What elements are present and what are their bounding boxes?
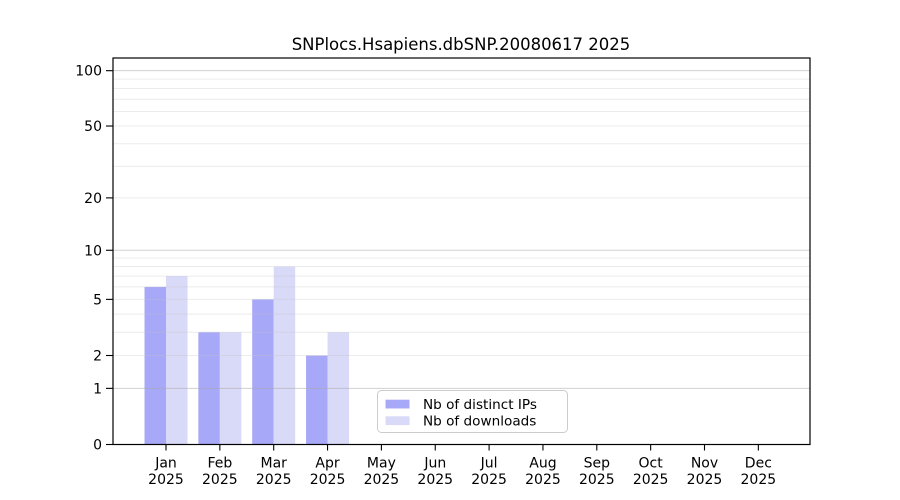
y-tick-label-20: 20 [84,191,102,207]
x-tick-label-year-may: 2025 [364,472,400,488]
x-tick-label-month-mar: Mar [260,456,287,472]
legend-swatch-distinct-ips [385,399,410,409]
bar-distinct-ips-jan [144,286,166,445]
plot-border [112,57,811,446]
x-tick-label-year-jan: 2025 [148,472,184,488]
x-tick-label-month-nov: Nov [691,456,718,472]
bar-distinct-ips-apr [306,355,328,445]
axes-layer [106,57,811,451]
y-tick-label-0: 0 [93,438,102,454]
x-tick-label-month-jun: Jun [423,456,446,472]
x-tick-label-year-dec: 2025 [741,472,777,488]
bars-layer [144,266,350,445]
x-tick-label-month-feb: Feb [207,456,232,472]
x-tick-label-year-nov: 2025 [687,472,723,488]
x-tick-label-month-dec: Dec [745,456,772,472]
y-tick-labels: 0 1 2 5 10 20 50 100 [75,64,102,454]
legend-swatch-downloads [385,416,410,426]
bar-downloads-mar [273,266,296,445]
x-tick-label-month-sep: Sep [584,456,611,472]
bar-distinct-ips-mar [252,299,274,445]
x-tick-label-month-may: May [367,456,396,472]
x-tick-label-year-jun: 2025 [417,472,453,488]
x-tick-label-month-jan: Jan [154,456,177,472]
x-tick-label-year-feb: 2025 [202,472,238,488]
x-tick-label-month-jul: Jul [480,456,498,472]
x-tick-label-year-mar: 2025 [256,472,292,488]
chart-title: SNPlocs.Hsapiens.dbSNP.20080617 2025 [292,35,631,54]
y-tick-label-5: 5 [93,292,102,308]
x-tick-label-month-apr: Apr [315,456,339,472]
y-tick-label-50: 50 [84,119,102,135]
y-tick-label-10: 10 [84,243,102,259]
y-tick-label-100: 100 [75,64,102,80]
bar-downloads-jan [166,276,188,445]
x-tick-label-year-sep: 2025 [579,472,615,488]
x-tick-label-month-oct: Oct [639,456,664,472]
legend-label-distinct-ips: Nb of distinct IPs [423,397,537,413]
legend-label-downloads: Nb of downloads [423,413,536,429]
x-tick-label-year-jul: 2025 [471,472,507,488]
y-tick-label-1: 1 [93,381,102,397]
x-tick-label-month-aug: Aug [529,456,556,472]
x-tick-label-year-oct: 2025 [633,472,669,488]
x-tick-labels: Jan2025Feb2025Mar2025Apr2025May2025Jun20… [148,456,776,488]
y-tick-label-2: 2 [93,349,102,365]
gridlines-layer [113,70,810,389]
x-tick-label-year-aug: 2025 [525,472,561,488]
legend-frame [377,390,568,433]
x-tick-label-year-apr: 2025 [310,472,346,488]
